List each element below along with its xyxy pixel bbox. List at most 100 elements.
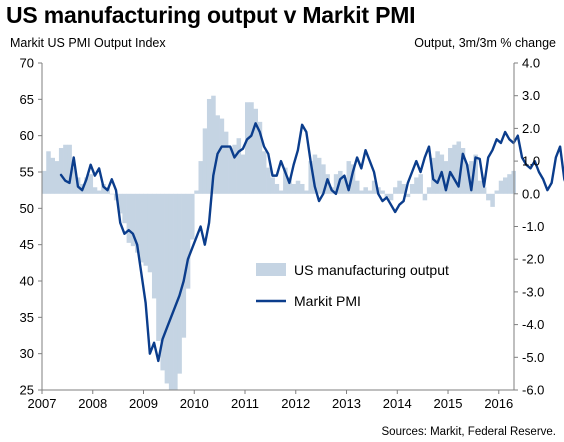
output-bar xyxy=(67,144,72,194)
output-bar xyxy=(130,193,136,247)
output-bar xyxy=(84,177,89,194)
x-tick-label: 2015 xyxy=(434,396,463,411)
output-bar xyxy=(181,193,187,338)
output-bar xyxy=(278,190,284,194)
output-bar xyxy=(435,151,440,194)
output-bar xyxy=(139,193,144,263)
output-bar xyxy=(494,190,500,194)
output-bar xyxy=(253,108,258,194)
output-bar xyxy=(498,180,504,194)
left-tick-label: 70 xyxy=(20,56,34,71)
output-bar xyxy=(261,151,267,194)
output-bar xyxy=(401,183,407,194)
right-tick-label: 2.0 xyxy=(522,121,540,136)
right-tick-label: -4.0 xyxy=(522,317,544,332)
output-bar xyxy=(308,161,313,194)
output-bar xyxy=(405,193,411,198)
output-bar xyxy=(490,193,495,207)
output-bar xyxy=(173,193,178,390)
output-bar xyxy=(211,95,216,194)
output-bar xyxy=(177,193,182,374)
output-bar xyxy=(464,164,470,194)
output-bar xyxy=(316,157,322,194)
output-bar xyxy=(333,174,339,194)
output-bar xyxy=(393,187,398,194)
output-bar xyxy=(122,193,127,224)
output-bar xyxy=(126,193,132,243)
pmi-line xyxy=(59,122,564,363)
left-tick-label: 45 xyxy=(20,237,34,252)
output-bar xyxy=(58,148,64,194)
legend-label-pmi: Markit PMI xyxy=(294,293,361,309)
x-tick-label: 2011 xyxy=(231,396,259,411)
output-bar xyxy=(249,102,254,194)
output-bar xyxy=(164,193,170,384)
right-tick-label: 4.0 xyxy=(522,56,540,71)
output-bar xyxy=(503,177,508,194)
output-bar xyxy=(283,167,288,194)
output-bar xyxy=(274,183,280,194)
output-bar xyxy=(42,170,47,194)
output-bar xyxy=(422,193,428,201)
output-bar xyxy=(232,144,237,194)
left-tick-label: 50 xyxy=(20,201,34,216)
left-tick-label: 30 xyxy=(20,346,34,361)
output-bar xyxy=(443,161,449,194)
right-tick-label: 3.0 xyxy=(522,88,540,103)
output-bar xyxy=(202,128,208,194)
x-tick-label: 2010 xyxy=(180,396,209,411)
output-bar xyxy=(291,183,297,194)
left-tick-label: 55 xyxy=(20,165,34,180)
output-bar xyxy=(486,193,491,201)
left-tick-label: 40 xyxy=(20,274,34,289)
x-tick-label: 2009 xyxy=(129,396,158,411)
legend-label-output: US manufacturing output xyxy=(294,262,449,278)
output-bar xyxy=(460,148,466,194)
left-tick-label: 35 xyxy=(20,310,34,325)
output-bar xyxy=(397,180,402,194)
output-bar xyxy=(190,193,195,240)
output-bar xyxy=(118,193,123,214)
output-bar xyxy=(287,177,292,194)
output-bar xyxy=(367,190,373,194)
right-axis-label: Output, 3m/3m % change xyxy=(414,36,556,50)
right-tick-label: 0.0 xyxy=(522,186,540,201)
output-bar xyxy=(321,164,326,194)
output-bar xyxy=(409,183,415,194)
output-bar xyxy=(219,118,225,194)
output-bar xyxy=(426,187,432,194)
output-bar xyxy=(198,161,204,194)
output-bar xyxy=(481,187,487,194)
right-tick-label: -2.0 xyxy=(522,252,544,267)
output-bar xyxy=(151,193,157,299)
left-tick-label: 25 xyxy=(20,383,34,398)
output-bar xyxy=(257,121,263,194)
output-bar xyxy=(414,177,419,194)
output-bar xyxy=(46,151,51,194)
left-tick-label: 65 xyxy=(20,92,34,107)
output-bar xyxy=(88,174,94,194)
output-bar xyxy=(266,167,271,194)
output-bar xyxy=(63,144,68,194)
output-bar xyxy=(135,193,140,253)
output-bar xyxy=(354,180,360,194)
x-tick-label: 2007 xyxy=(28,396,57,411)
output-bar xyxy=(245,102,250,194)
output-bar xyxy=(342,177,347,194)
output-bar xyxy=(194,190,199,194)
x-tick-label: 2008 xyxy=(78,396,107,411)
output-bar xyxy=(96,190,102,194)
output-bar xyxy=(156,193,161,341)
x-tick-label: 2013 xyxy=(332,396,361,411)
output-bar xyxy=(147,193,153,273)
output-bar xyxy=(384,193,390,198)
output-bar xyxy=(101,183,106,194)
left-tick-label: 60 xyxy=(20,128,34,143)
output-bar xyxy=(371,180,377,194)
x-tick-label: 2014 xyxy=(383,396,412,411)
output-bar xyxy=(469,161,474,194)
right-tick-label: 1.0 xyxy=(522,154,540,169)
right-tick-label: -5.0 xyxy=(522,350,544,365)
